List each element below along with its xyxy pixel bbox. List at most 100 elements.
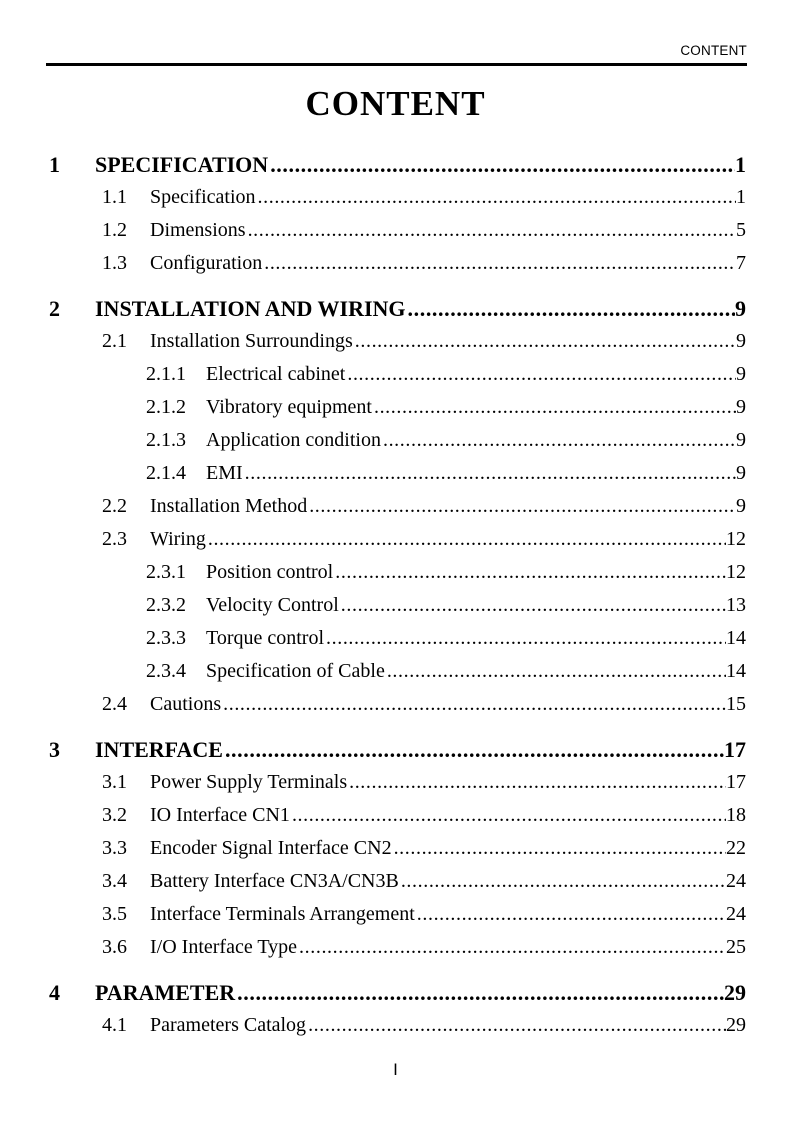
toc-entry-number: 2.1 xyxy=(102,330,127,352)
toc-entry-page: 1 xyxy=(735,152,746,177)
toc-entry[interactable]: 1.1 Specification 1 xyxy=(0,181,791,214)
toc-dot-leader xyxy=(399,865,726,898)
toc-entry-title: Position control xyxy=(206,561,334,583)
toc-entry[interactable]: 3.2 IO Interface CN1 18 xyxy=(0,799,791,832)
toc-dot-leader xyxy=(415,898,726,931)
toc-dot-leader xyxy=(339,589,726,622)
toc-dot-leader xyxy=(306,1009,726,1042)
toc-entry[interactable]: 2.3 Wiring 12 xyxy=(0,523,791,556)
toc-entry-page: 12 xyxy=(726,528,746,550)
toc-dot-leader xyxy=(381,424,736,457)
toc-dot-leader xyxy=(353,325,736,358)
toc-entry[interactable]: 2.3.4 Specification of Cable 14 xyxy=(0,655,791,688)
toc-entry-title: Installation Method xyxy=(150,495,308,517)
header-rule xyxy=(46,63,747,66)
toc-entry-number: 3.5 xyxy=(102,903,127,925)
toc-entry-title: IO Interface CN1 xyxy=(150,804,290,826)
toc-entry-title: Interface Terminals Arrangement xyxy=(150,903,415,925)
toc-entry-number: 4.1 xyxy=(102,1014,127,1036)
toc-entry-page: 5 xyxy=(736,219,746,241)
toc-entry[interactable]: 3.3 Encoder Signal Interface CN2 22 xyxy=(0,832,791,865)
toc-entry-page: 9 xyxy=(736,495,746,517)
toc-entry[interactable]: 2.1.2 Vibratory equipment 9 xyxy=(0,391,791,424)
toc-entry-title: EMI xyxy=(206,462,243,484)
toc-entry-number: 2 xyxy=(49,296,60,321)
toc-entry-number: 2.1.4 xyxy=(146,462,186,484)
running-header: CONTENT xyxy=(46,43,747,58)
toc-entry[interactable]: 3.5 Interface Terminals Arrangement 24 xyxy=(0,898,791,931)
toc-entry-page: 9 xyxy=(736,330,746,352)
toc-entry[interactable]: 4 PARAMETER 29 xyxy=(0,976,791,1009)
toc-entry-title: Application condition xyxy=(206,429,381,451)
toc-entry-title: Encoder Signal Interface CN2 xyxy=(150,837,392,859)
toc-entry-page: 9 xyxy=(736,462,746,484)
toc-entry[interactable]: 2.3.2 Velocity Control 13 xyxy=(0,589,791,622)
toc-entry-title: Vibratory equipment xyxy=(206,396,372,418)
toc-entry[interactable]: 2.2 Installation Method 9 xyxy=(0,490,791,523)
toc-entry-number: 2.3.1 xyxy=(146,561,186,583)
toc-entry[interactable]: 3.6 I/O Interface Type 25 xyxy=(0,931,791,964)
toc-entry-title: Velocity Control xyxy=(206,594,339,616)
toc-entry[interactable]: 2.1.4 EMI 9 xyxy=(0,457,791,490)
toc-entry[interactable]: 3.1 Power Supply Terminals 17 xyxy=(0,766,791,799)
toc-dot-leader xyxy=(262,247,736,280)
toc-entry-number: 2.3.4 xyxy=(146,660,186,682)
toc-entry-page: 1 xyxy=(736,186,746,208)
toc-entry[interactable]: 1.3 Configuration 7 xyxy=(0,247,791,280)
toc-entry-number: 2.2 xyxy=(102,495,127,517)
toc-entry-title: I/O Interface Type xyxy=(150,936,298,958)
toc-entry-number: 1.3 xyxy=(102,252,127,274)
toc-entry-page: 14 xyxy=(726,627,746,649)
toc-entry[interactable]: 4.1 Parameters Catalog 29 xyxy=(0,1009,791,1042)
toc-dot-leader xyxy=(385,655,726,688)
toc-entry-number: 3.6 xyxy=(102,936,127,958)
toc-entry-page: 7 xyxy=(736,252,746,274)
toc-dot-leader xyxy=(333,556,726,589)
toc-dot-leader xyxy=(297,931,726,964)
toc-entry-page: 9 xyxy=(736,396,746,418)
toc-dot-leader xyxy=(324,622,726,655)
toc-entry-title: SPECIFICATION xyxy=(95,152,269,177)
toc-entry-number: 1.2 xyxy=(102,219,127,241)
toc-dot-leader xyxy=(406,292,735,325)
toc-entry-page: 12 xyxy=(726,561,746,583)
toc-entry-title: INTERFACE xyxy=(95,737,223,762)
toc-list: 1 SPECIFICATION 1 1.1 Specification 1 1.… xyxy=(0,136,791,1042)
toc-entry-title: Torque control xyxy=(206,627,325,649)
toc-dot-leader xyxy=(290,799,726,832)
toc-dot-leader xyxy=(206,523,726,556)
toc-entry-title: Configuration xyxy=(150,252,263,274)
toc-dot-leader xyxy=(372,391,736,424)
toc-entry-page: 24 xyxy=(726,870,746,892)
toc-entry-number: 3 xyxy=(49,737,60,762)
toc-entry[interactable]: 2.1.3 Application condition 9 xyxy=(0,424,791,457)
toc-dot-leader xyxy=(243,457,736,490)
toc-entry[interactable]: 1.2 Dimensions 5 xyxy=(0,214,791,247)
toc-entry-title: PARAMETER xyxy=(95,980,236,1005)
toc-entry[interactable]: 2.4 Cautions 15 xyxy=(0,688,791,721)
toc-entry[interactable]: 2 INSTALLATION AND WIRING 9 xyxy=(0,292,791,325)
toc-entry-title: Specification of Cable xyxy=(206,660,385,682)
toc-entry[interactable]: 2.3.1 Position control 12 xyxy=(0,556,791,589)
toc-dot-leader xyxy=(235,976,724,1009)
toc-entry[interactable]: 2.1 Installation Surroundings 9 xyxy=(0,325,791,358)
toc-dot-leader xyxy=(347,766,726,799)
toc-dot-leader xyxy=(221,688,726,721)
toc-entry-page: 9 xyxy=(735,296,746,321)
toc-entry-page: 25 xyxy=(726,936,746,958)
toc-entry-page: 18 xyxy=(726,804,746,826)
page-title: CONTENT xyxy=(305,84,486,123)
toc-entry-number: 2.4 xyxy=(102,693,127,715)
toc-entry[interactable]: 3.4 Battery Interface CN3A/CN3B 24 xyxy=(0,865,791,898)
toc-entry-title: Wiring xyxy=(150,528,206,550)
toc-entry-page: 15 xyxy=(726,693,746,715)
toc-entry-page: 24 xyxy=(726,903,746,925)
toc-dot-leader xyxy=(392,832,726,865)
toc-entry[interactable]: 2.3.3 Torque control 14 xyxy=(0,622,791,655)
toc-entry[interactable]: 1 SPECIFICATION 1 xyxy=(0,148,791,181)
toc-entry[interactable]: 2.1.1 Electrical cabinet 9 xyxy=(0,358,791,391)
toc-dot-leader xyxy=(307,490,736,523)
toc-entry-page: 22 xyxy=(726,837,746,859)
toc-entry[interactable]: 3 INTERFACE 17 xyxy=(0,733,791,766)
